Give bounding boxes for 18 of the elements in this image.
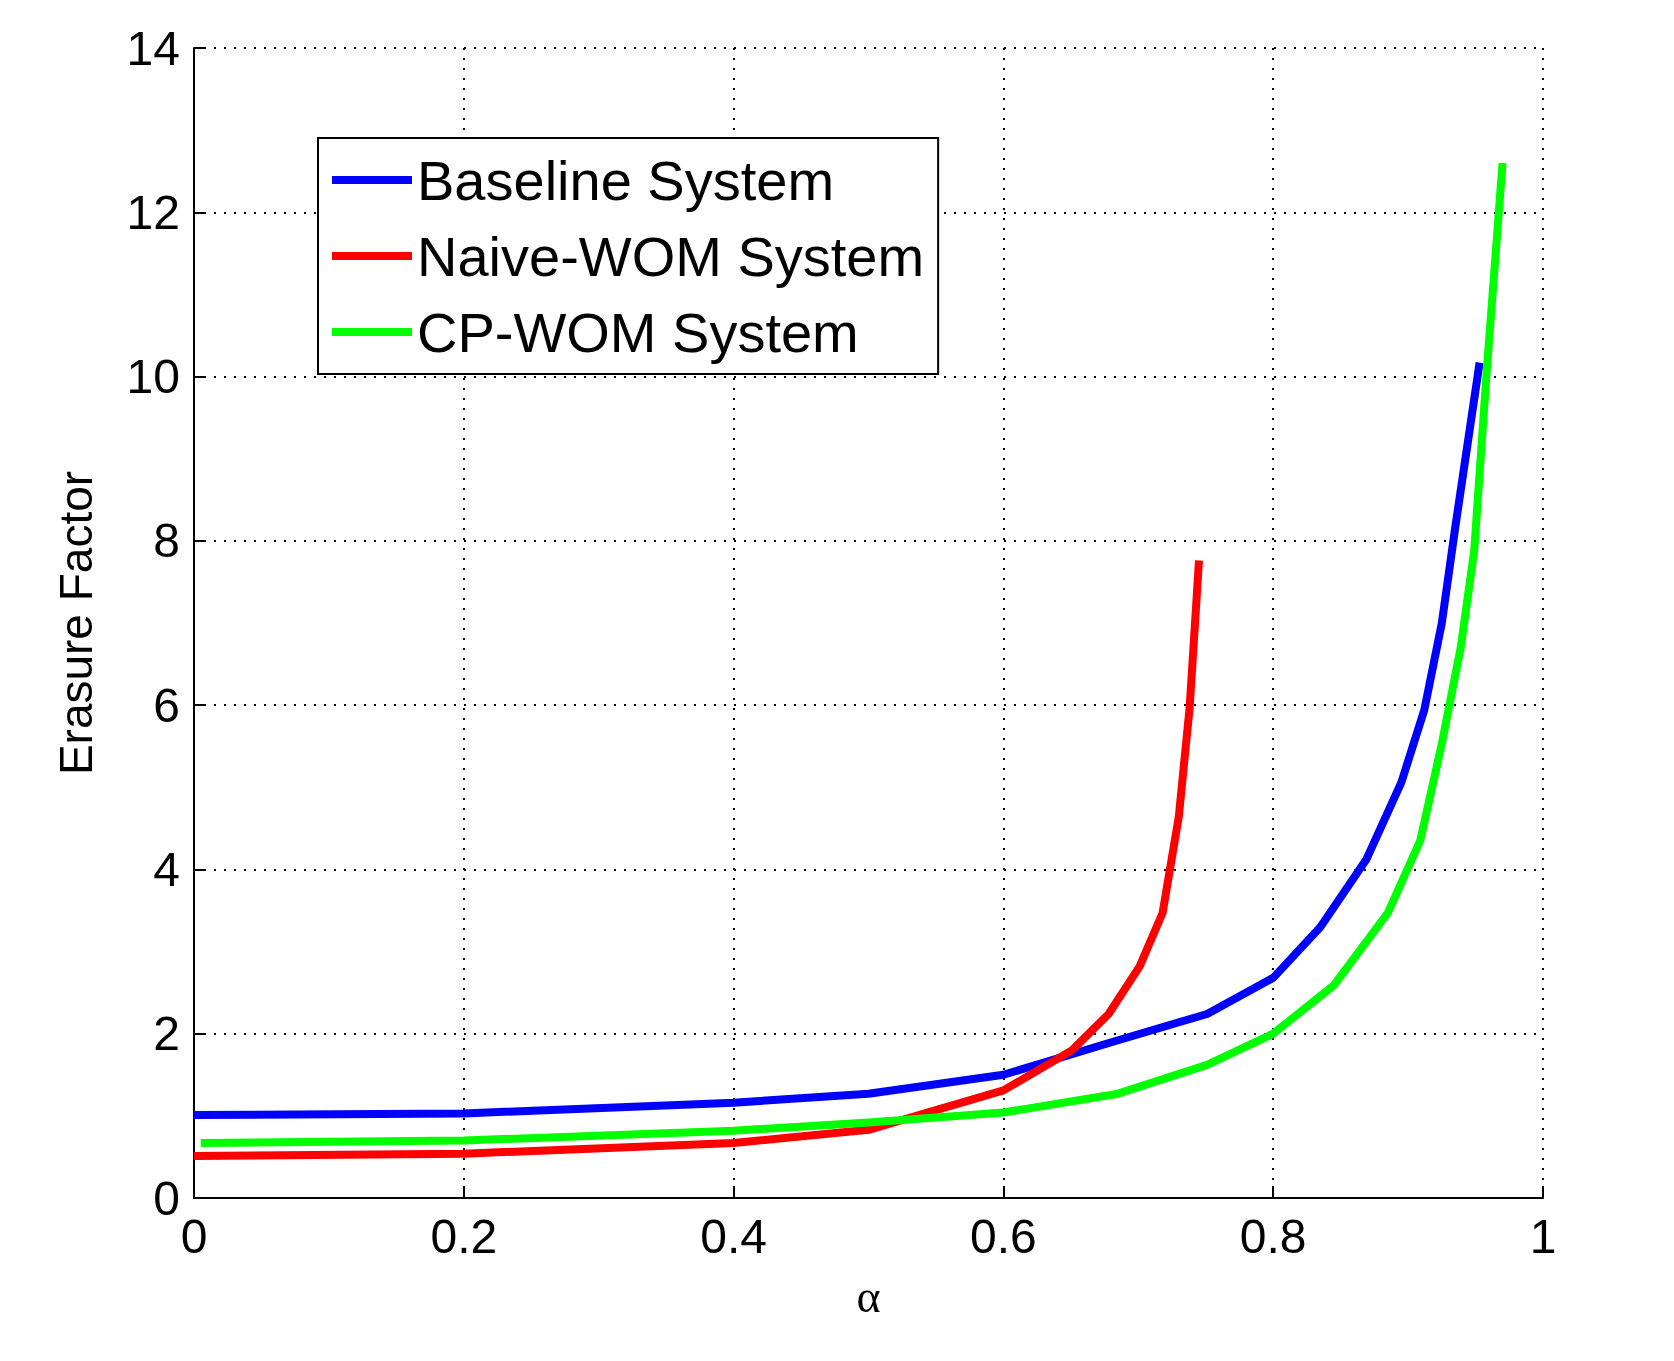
x-tick-label: 0.8 xyxy=(1239,1209,1307,1263)
x-axis-title: α xyxy=(856,1270,881,1322)
y-tick-label: 0 xyxy=(153,1171,180,1225)
x-tick-label: 1 xyxy=(1529,1209,1557,1263)
x-tick-label: 0.4 xyxy=(700,1209,767,1263)
y-tick-label: 4 xyxy=(153,842,180,896)
legend-label: Baseline System xyxy=(417,148,835,212)
y-tick-label: 8 xyxy=(153,514,180,568)
legend-label: Naive-WOM System xyxy=(417,224,925,288)
y-tick-label: 10 xyxy=(126,350,180,404)
y-tick-label: 2 xyxy=(153,1007,180,1061)
x-tick-label: 0.2 xyxy=(430,1209,498,1263)
x-tick-label: 0.6 xyxy=(970,1209,1037,1263)
y-tick-label: 12 xyxy=(126,185,180,239)
y-axis-title: Erasure Factor xyxy=(50,470,102,776)
y-tick-label: 14 xyxy=(126,21,180,75)
y-tick-label: 6 xyxy=(153,678,180,732)
legend-label: CP-WOM System xyxy=(417,300,859,364)
